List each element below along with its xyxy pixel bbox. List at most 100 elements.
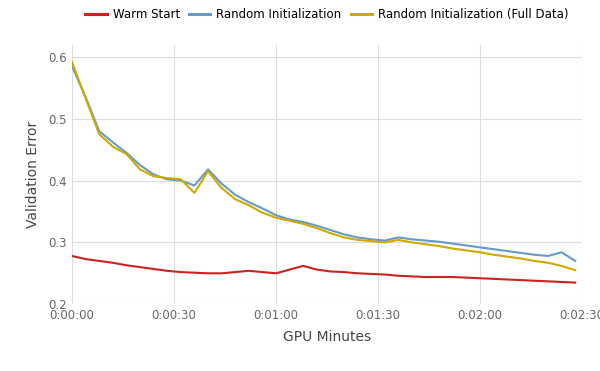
- Random Initialization: [381, 238, 388, 243]
- Random Initialization: [531, 253, 538, 257]
- Random Initialization: [463, 243, 470, 248]
- Warm Start: [409, 274, 416, 279]
- Warm Start: [205, 271, 212, 276]
- Random Initialization (Full Data): [395, 238, 402, 242]
- Random Initialization (Full Data): [95, 132, 103, 137]
- Random Initialization (Full Data): [503, 255, 511, 259]
- Random Initialization: [544, 254, 551, 258]
- Random Initialization (Full Data): [191, 191, 198, 195]
- Random Initialization: [572, 259, 579, 263]
- Random Initialization (Full Data): [205, 169, 212, 174]
- Random Initialization: [205, 167, 212, 172]
- Random Initialization (Full Data): [82, 96, 89, 101]
- Random Initialization: [218, 181, 225, 186]
- Legend: Warm Start, Random Initialization, Random Initialization (Full Data): Warm Start, Random Initialization, Rando…: [80, 4, 574, 26]
- Random Initialization: [232, 193, 239, 197]
- Random Initialization (Full Data): [449, 246, 457, 251]
- Random Initialization: [503, 249, 511, 253]
- Random Initialization (Full Data): [544, 260, 551, 265]
- Warm Start: [191, 270, 198, 275]
- Random Initialization: [340, 232, 347, 237]
- Random Initialization: [68, 64, 76, 68]
- Random Initialization (Full Data): [286, 219, 293, 223]
- Random Initialization (Full Data): [463, 248, 470, 253]
- Y-axis label: Validation Error: Validation Error: [26, 121, 40, 228]
- Random Initialization (Full Data): [272, 216, 280, 220]
- Warm Start: [395, 273, 402, 278]
- Random Initialization (Full Data): [218, 186, 225, 190]
- Random Initialization (Full Data): [531, 259, 538, 263]
- Warm Start: [354, 271, 361, 276]
- Random Initialization (Full Data): [136, 167, 143, 172]
- Warm Start: [109, 260, 116, 265]
- Random Initialization: [259, 206, 266, 211]
- Warm Start: [422, 275, 429, 279]
- Warm Start: [313, 267, 320, 272]
- Random Initialization: [354, 235, 361, 240]
- Random Initialization: [286, 217, 293, 222]
- Random Initialization: [490, 247, 497, 252]
- Warm Start: [436, 275, 443, 279]
- Random Initialization: [395, 235, 402, 240]
- Warm Start: [218, 271, 225, 276]
- Warm Start: [381, 272, 388, 277]
- Warm Start: [177, 270, 184, 274]
- Random Initialization (Full Data): [232, 197, 239, 201]
- Random Initialization (Full Data): [68, 60, 76, 64]
- Warm Start: [531, 279, 538, 283]
- Warm Start: [259, 270, 266, 274]
- Warm Start: [136, 265, 143, 269]
- Random Initialization: [299, 220, 307, 224]
- Random Initialization: [164, 177, 171, 181]
- Warm Start: [82, 257, 89, 261]
- Random Initialization (Full Data): [150, 174, 157, 178]
- Warm Start: [150, 267, 157, 271]
- Random Initialization (Full Data): [299, 221, 307, 226]
- Random Initialization: [517, 251, 524, 255]
- Random Initialization: [272, 213, 280, 217]
- Random Initialization (Full Data): [572, 268, 579, 272]
- Warm Start: [463, 275, 470, 280]
- Warm Start: [490, 277, 497, 281]
- Line: Random Initialization (Full Data): Random Initialization (Full Data): [72, 62, 575, 270]
- Warm Start: [449, 275, 457, 279]
- Random Initialization: [422, 238, 429, 243]
- Random Initialization (Full Data): [354, 238, 361, 242]
- Random Initialization: [449, 242, 457, 246]
- Warm Start: [368, 272, 375, 276]
- Random Initialization (Full Data): [259, 210, 266, 215]
- Random Initialization: [109, 140, 116, 144]
- Warm Start: [123, 263, 130, 267]
- Random Initialization: [313, 223, 320, 228]
- Random Initialization (Full Data): [313, 226, 320, 230]
- Random Initialization: [476, 245, 484, 250]
- Random Initialization (Full Data): [517, 256, 524, 261]
- Random Initialization: [82, 95, 89, 99]
- Line: Random Initialization: Random Initialization: [72, 66, 575, 261]
- Warm Start: [164, 269, 171, 273]
- Random Initialization (Full Data): [490, 253, 497, 257]
- Warm Start: [558, 280, 565, 284]
- Random Initialization (Full Data): [381, 240, 388, 244]
- Random Initialization: [95, 129, 103, 133]
- Warm Start: [245, 269, 253, 273]
- Random Initialization: [436, 240, 443, 244]
- Warm Start: [299, 264, 307, 268]
- Random Initialization (Full Data): [164, 176, 171, 180]
- Random Initialization (Full Data): [340, 235, 347, 240]
- Random Initialization (Full Data): [245, 203, 253, 207]
- Warm Start: [272, 271, 280, 276]
- Random Initialization (Full Data): [476, 250, 484, 255]
- Random Initialization: [191, 183, 198, 188]
- Random Initialization (Full Data): [123, 152, 130, 156]
- Random Initialization (Full Data): [327, 231, 334, 235]
- Line: Warm Start: Warm Start: [72, 256, 575, 283]
- Random Initialization: [409, 237, 416, 242]
- Warm Start: [544, 279, 551, 283]
- Warm Start: [572, 280, 579, 285]
- Warm Start: [327, 269, 334, 274]
- Random Initialization: [136, 163, 143, 167]
- Random Initialization: [368, 237, 375, 242]
- X-axis label: GPU Minutes: GPU Minutes: [283, 331, 371, 344]
- Random Initialization: [558, 250, 565, 255]
